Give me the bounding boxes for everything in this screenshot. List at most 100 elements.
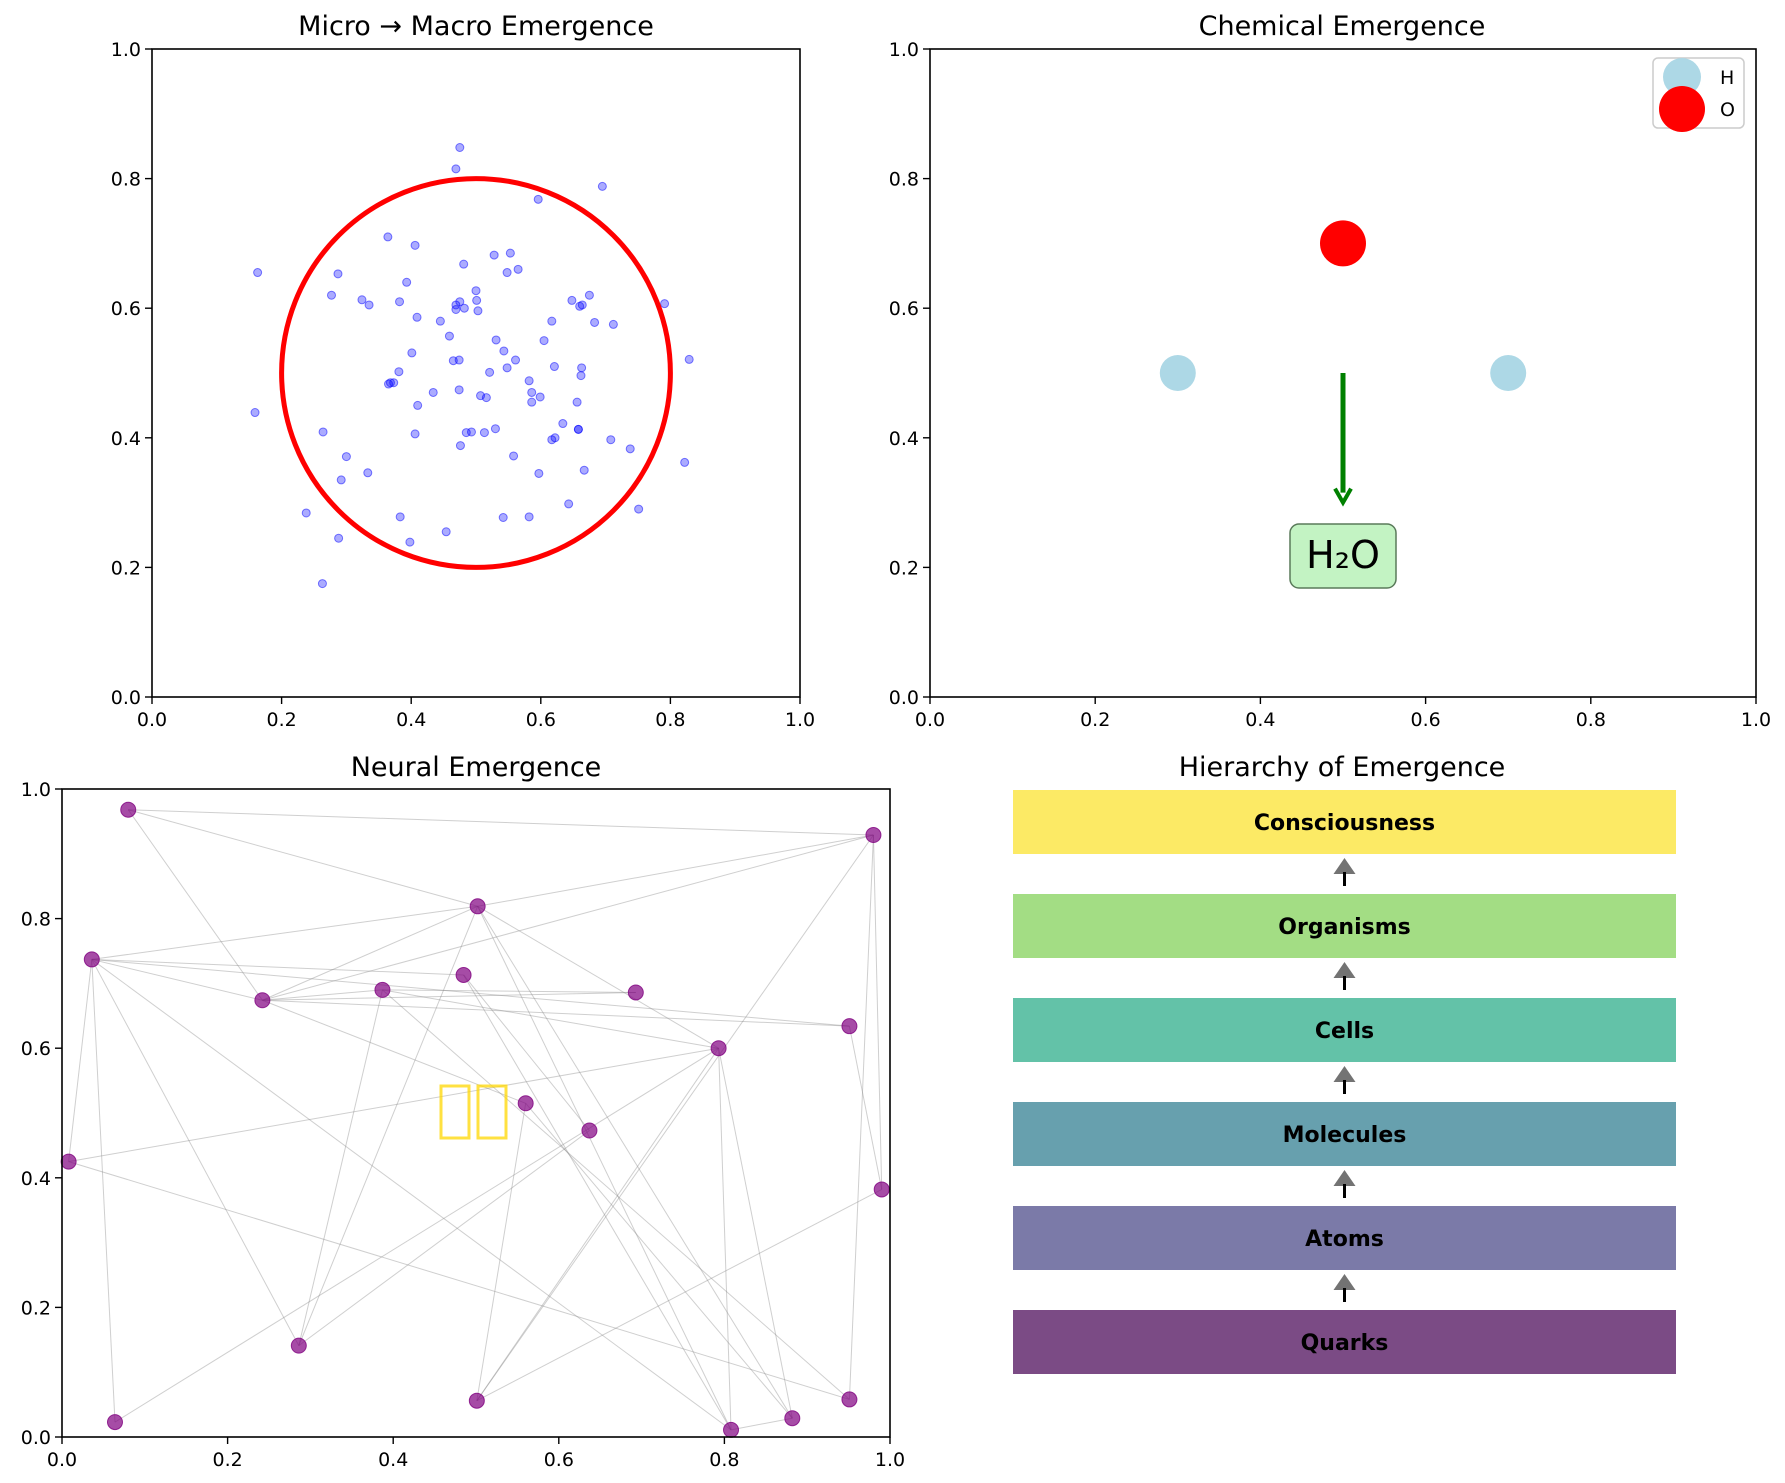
hierarchy-label: Organisms [1278,915,1410,940]
neural-edge [114,1047,719,1423]
neural-edge [298,906,479,1346]
x-tick-label: 0.4 [396,709,426,731]
chart-title: Neural Emergence [351,752,602,783]
neural-edge [262,905,478,1001]
neural-edge [91,958,464,976]
y-tick-label: 1.0 [111,39,141,61]
neuron-node [581,1122,598,1139]
h2o-box [1289,523,1397,589]
x-tick-label: 0.6 [526,709,556,731]
legend-label-o: O [1720,99,1735,121]
hierarchy-bar [1013,790,1676,854]
data-point [428,387,438,397]
data-point [389,378,399,388]
y-tick-label: 0.2 [21,1297,51,1319]
hierarchy-label: Molecules [1283,1123,1407,1148]
data-point [489,250,499,260]
data-point [479,428,489,438]
data-point [576,371,586,381]
x-tick-label: 0.6 [1410,709,1440,731]
neuron-node [290,1337,307,1354]
neural-edge [848,1026,883,1190]
axes: 0.0 0.2 0.4 0.6 0.8 1.0 0.0 0.2 0.4 0.6 0.8 1.0 [889,39,1771,731]
hierarchy-bar [1013,998,1676,1062]
x-tick-label: 0.2 [1080,709,1110,731]
axes-frame [61,788,891,1438]
neural-edge [525,1102,793,1419]
data-point [549,362,559,372]
data-point [572,397,582,407]
neural-edge [128,809,478,907]
data-point [250,408,260,418]
data-point [634,504,644,514]
neuron-node [841,1018,858,1035]
data-point [502,268,512,278]
neural-edge [848,834,874,1400]
neural-edge [477,906,793,1419]
neural-edge [262,991,636,1001]
data-point [606,435,616,445]
data-point [597,181,607,191]
y-tick-label: 1.0 [889,39,919,61]
neuron-node [865,827,882,844]
data-point [336,475,346,485]
data-point [451,300,461,310]
x-tick-label: 1.0 [785,709,815,731]
data-point [547,316,557,326]
y-tick-label: 0.6 [21,1038,51,1060]
data-point [455,142,465,152]
x-tick-label: 0.0 [137,709,167,731]
data-point [505,248,515,258]
plot-area [250,142,694,589]
neuron-node [469,898,486,915]
data-point [590,317,600,327]
hierarchy-bar [1013,894,1676,958]
axes: 0.0 0.2 0.4 0.6 0.8 1.0 0.0 0.2 0.4 0.6 0.8 1.0 [21,779,905,1471]
hierarchy-label: Quarks [1301,1331,1389,1356]
hierarchy-arrow-head [1333,858,1356,874]
neural-edge [463,974,590,1131]
neural-edge [476,1103,527,1401]
y-tick-label: 0.4 [111,428,141,450]
data-point [317,579,327,589]
axes-frame [929,48,1757,698]
data-point [547,435,557,445]
neural-edge [477,905,719,1049]
neural-edge [127,809,263,1001]
data-point [441,527,451,537]
data-point [491,335,501,345]
h2o-label: H₂O [1289,523,1397,589]
data-point [395,297,405,307]
y-tick-label: 0.8 [111,169,141,191]
data-point [535,392,545,402]
neural-edge [128,809,874,836]
neural-edge [91,958,263,1001]
hierarchy-arrow-head [1333,1066,1356,1082]
x-tick-label: 1.0 [1741,709,1771,731]
data-point [509,451,519,461]
neuron-node [468,1392,485,1409]
data-point [412,312,422,322]
chart-title: Micro → Macro Emergence [298,11,654,42]
chemical-panel: Chemical Emergence 0.0 0.2 0.4 0.6 0.8 1.00.0… [889,11,1771,731]
neuron-node [710,1040,727,1057]
neural-edge [476,1047,720,1401]
hierarchy-bar [1013,1102,1676,1166]
neural-edge [68,1047,719,1163]
hierarchy-arrow-head [1333,962,1356,978]
data-point [625,444,635,454]
axes: 0.0 0.2 0.4 0.6 0.8 1.0 0.0 0.2 0.4 0.6 0.8 1.0 [111,39,815,731]
consciousness-symbol [439,1084,471,1140]
micro-macro-panel: Micro → Macro Emergence 0.0 0.2 0.4 0.6 0.8 1… [111,11,815,731]
neuron-node [374,981,391,998]
x-tick-label: 0.8 [655,709,685,731]
neuron-node [83,951,100,968]
data-point [318,427,328,437]
neural-edge [872,834,883,1190]
data-point [455,441,465,451]
neural-edge [730,1417,793,1431]
hydrogen-atom [1490,355,1527,391]
data-point [253,268,263,278]
y-tick-label: 0.4 [21,1168,51,1190]
